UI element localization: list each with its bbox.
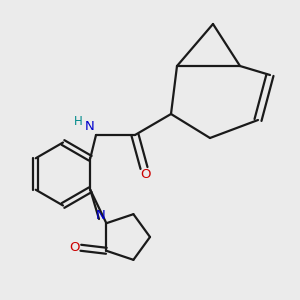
Text: O: O xyxy=(69,241,80,254)
Text: N: N xyxy=(95,209,105,222)
Text: O: O xyxy=(140,168,151,181)
Text: N: N xyxy=(85,119,95,133)
Text: H: H xyxy=(74,115,83,128)
